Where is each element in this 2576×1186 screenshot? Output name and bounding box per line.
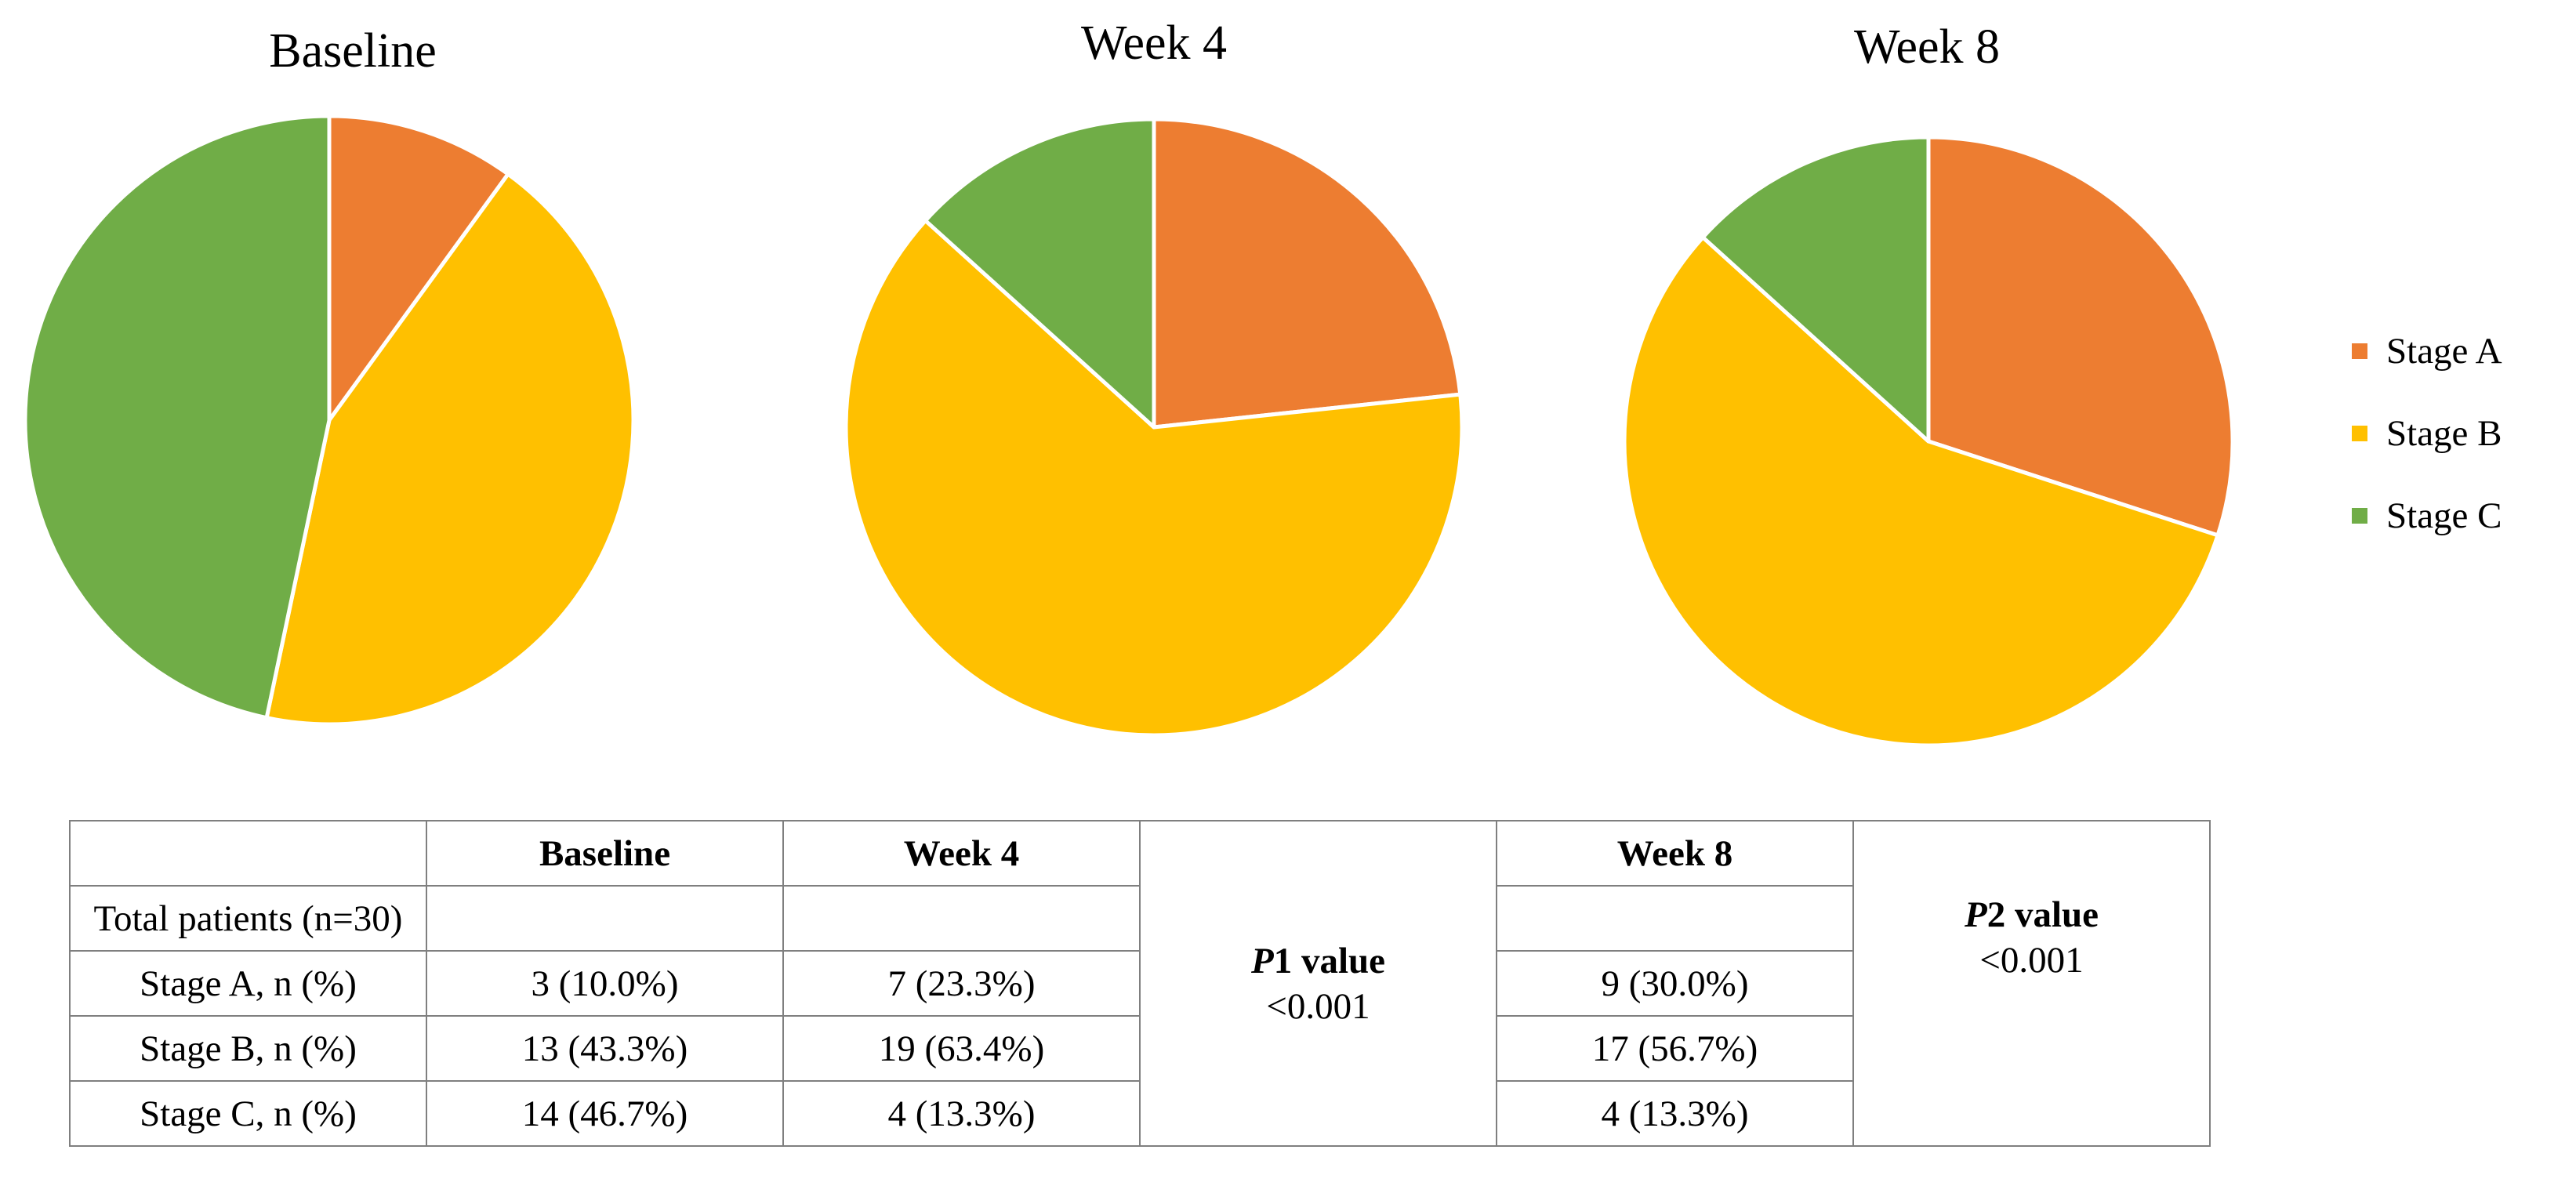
legend-item-stage-c: Stage C <box>2352 474 2502 557</box>
total-label: Total patients (n=30) <box>69 885 427 952</box>
header-empty <box>69 820 427 887</box>
table-row: Stage B, n (%) 13 (43.3%) 19 (63.4%) 17 … <box>69 1015 2210 1082</box>
table-row: Stage A, n (%) 3 (10.0%) 7 (23.3%) 9 (30… <box>69 950 2210 1017</box>
legend: Stage A Stage B Stage C <box>2352 310 2502 557</box>
header-baseline: Baseline <box>426 820 784 887</box>
table-row: Stage C, n (%) 14 (46.7%) 4 (13.3%) 4 (1… <box>69 1080 2210 1147</box>
header-week8: Week 8 <box>1496 820 1854 887</box>
row-label: Stage B, n (%) <box>69 1015 427 1082</box>
cell-week8: 17 (56.7%) <box>1496 1015 1854 1082</box>
legend-item-stage-b: Stage B <box>2352 392 2502 474</box>
legend-swatch-stage-c <box>2352 507 2367 524</box>
legend-label-stage-a: Stage A <box>2386 330 2502 372</box>
header-week4: Week 4 <box>782 820 1141 887</box>
p2-cell: P2 value <0.001 <box>1852 820 2211 1147</box>
pie-slice-week4-stage-a <box>1152 117 1463 430</box>
row-label: Stage C, n (%) <box>69 1080 427 1147</box>
summary-table: Baseline Week 4 P1 value <0.001 Week 8 P… <box>69 820 2211 1147</box>
cell-week8: 4 (13.3%) <box>1496 1080 1854 1147</box>
p1-label: P1 value <box>1250 940 1386 981</box>
p2-value: <0.001 <box>1979 940 2084 981</box>
cell-week4: 19 (63.4%) <box>782 1015 1141 1082</box>
pie-title-week4: Week 4 <box>1080 16 1228 70</box>
pie-title-baseline: Baseline <box>269 24 437 78</box>
pie-slice-week8-stage-b <box>1622 235 2220 748</box>
pie-slice-week4-stage-c <box>923 117 1156 430</box>
p1-cell: P1 value <0.001 <box>1139 820 1497 1147</box>
legend-label-stage-c: Stage C <box>2386 495 2502 536</box>
cell-week4: 7 (23.3%) <box>782 950 1141 1017</box>
total-week8 <box>1496 885 1854 952</box>
pie-slice-baseline-stage-b <box>264 172 636 727</box>
table-row-total: Total patients (n=30) <box>69 885 2210 952</box>
cell-baseline: 3 (10.0%) <box>426 950 784 1017</box>
pie-title-week8: Week 8 <box>1853 20 2001 74</box>
cell-baseline: 14 (46.7%) <box>426 1080 784 1147</box>
legend-swatch-stage-a <box>2352 343 2367 359</box>
p1-value: <0.001 <box>1266 985 1370 1027</box>
p2-label: P2 value <box>1964 894 2099 935</box>
pie-slice-week8-stage-a <box>1926 135 2235 538</box>
cell-week4: 4 (13.3%) <box>782 1080 1141 1147</box>
cell-week8: 9 (30.0%) <box>1496 950 1854 1017</box>
legend-swatch-stage-b <box>2352 425 2367 441</box>
total-baseline <box>426 885 784 952</box>
row-label: Stage A, n (%) <box>69 950 427 1017</box>
legend-label-stage-b: Stage B <box>2386 412 2502 454</box>
cell-baseline: 13 (43.3%) <box>426 1015 784 1082</box>
table-header-row: Baseline Week 4 P1 value <0.001 Week 8 P… <box>69 820 2211 1147</box>
pie-slice-baseline-stage-a <box>327 114 510 423</box>
pie-slice-baseline-stage-c <box>23 114 332 720</box>
pie-slice-week8-stage-c <box>1700 135 1931 444</box>
pie-charts <box>23 114 2235 748</box>
pie-slice-week4-stage-b <box>844 218 1464 738</box>
legend-item-stage-a: Stage A <box>2352 310 2502 392</box>
total-week4 <box>782 885 1141 952</box>
